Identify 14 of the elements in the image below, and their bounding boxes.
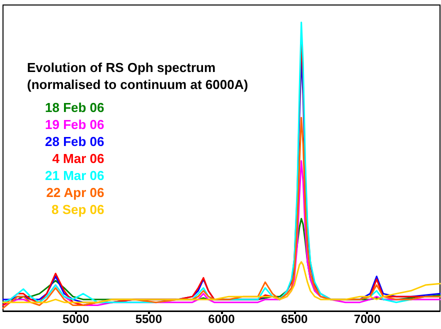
text: 8 Sep 06	[51, 202, 104, 217]
x-tick-label: 5500	[135, 312, 162, 326]
text: 18 Feb 06	[44, 100, 104, 115]
text: 28 Feb 06	[44, 134, 104, 149]
x-tick-label: 7000	[354, 312, 381, 326]
x-tick-label: 6000	[208, 312, 236, 326]
x-tick-label: 5000	[62, 312, 90, 326]
text: 22 Apr 06	[46, 185, 104, 200]
text: (normalised to continuum at 6000A)	[27, 77, 248, 92]
text: 4 Mar 06	[52, 151, 104, 166]
text: 21 Mar 06	[44, 168, 104, 183]
x-tick-label: 6500	[280, 312, 308, 326]
text: 19 Feb 06	[44, 117, 104, 132]
text: Evolution of RS Oph spectrum	[27, 60, 216, 75]
